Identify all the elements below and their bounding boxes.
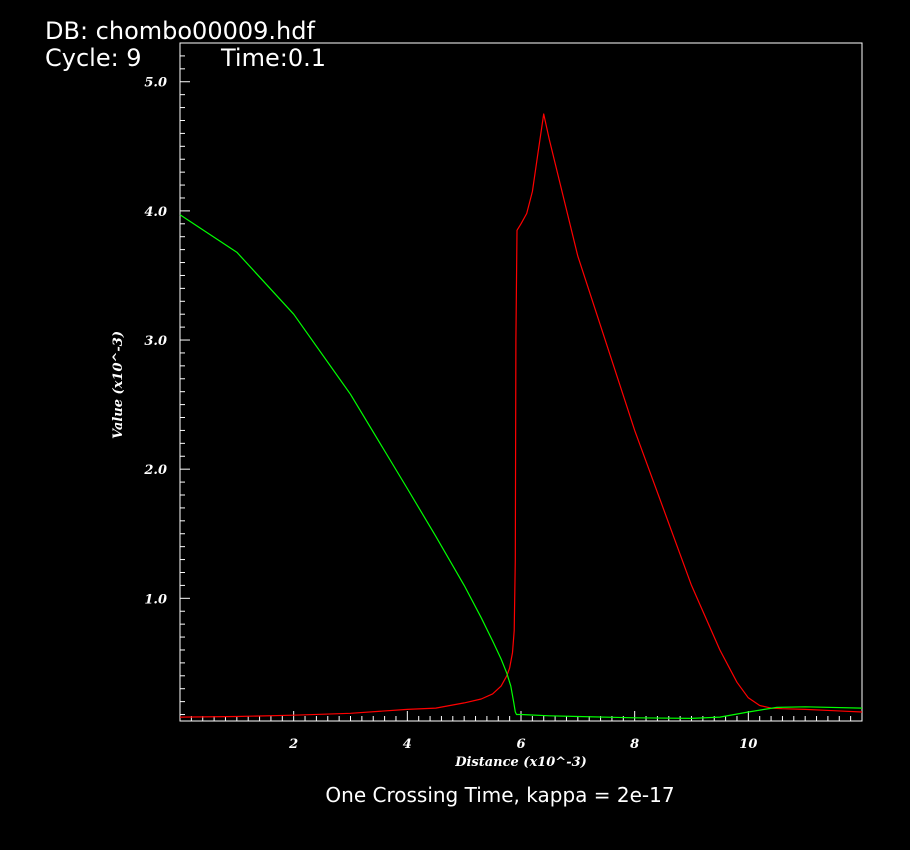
y-tick-label: 2.0 (143, 463, 167, 478)
x-tick-label: 4 (403, 737, 412, 752)
y-axis-title: Value (x10^-3) (111, 331, 126, 439)
database-label: DB: chombo00009.hdf (45, 17, 315, 45)
x-axis-title: Distance (x10^-3) (454, 755, 587, 770)
plot-caption: One Crossing Time, kappa = 2e-17 (325, 783, 675, 807)
red-series-line (179, 113, 863, 718)
y-tick-label: 4.0 (144, 205, 167, 220)
time-label: Time:0.1 (221, 44, 326, 72)
green-series-line (179, 214, 863, 720)
plot-labels: Distance (x10^-3) Value (x10^-3) 2 4 6 8 10 1… (111, 76, 757, 770)
plot-series (179, 113, 863, 720)
y-tick-label: 5.0 (144, 76, 167, 91)
x-tick-label: 6 (516, 737, 525, 752)
x-tick-label: 10 (739, 737, 757, 752)
plot-axes (179, 42, 863, 722)
x-tick-label: 2 (288, 737, 298, 752)
x-tick-label: 8 (630, 737, 639, 752)
plot-frame (179, 42, 863, 722)
cycle-label: Cycle: 9 (45, 44, 142, 72)
y-tick-label: 3.0 (144, 334, 167, 349)
y-tick-label: 1.0 (144, 592, 167, 607)
